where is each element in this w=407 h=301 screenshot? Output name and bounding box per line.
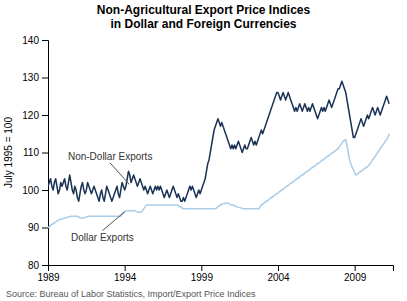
y-axis-line: [42, 41, 49, 266]
annotations: Non-Dollar Exports Dollar Exports: [68, 151, 152, 243]
source-note: Source: Bureau of Labor Statistics, Impo…: [6, 289, 256, 299]
y-tick-mark: [42, 190, 48, 191]
x-tick-mark: [201, 265, 202, 271]
y-tick: 120: [22, 110, 48, 121]
y-tick-mark: [42, 78, 48, 79]
y-tick-mark: [42, 265, 48, 266]
lines: [48, 81, 389, 227]
x-tick-mark: [278, 265, 279, 271]
y-tick-label: 110: [23, 147, 39, 158]
annotation-text: Non-Dollar Exports: [68, 151, 152, 162]
x-tick: 2009: [344, 265, 367, 283]
y-tick-mark: [42, 153, 48, 154]
y-axis: 80 90 100 110 120 130 140: [22, 35, 48, 271]
y-tick: 80: [28, 260, 48, 271]
subtitle: in Dollar and Foreign Currencies: [110, 17, 296, 31]
y-tick-mark: [42, 40, 48, 41]
x-tick-label: 1994: [114, 272, 137, 283]
y-tick: 140: [22, 35, 48, 46]
y-tick-label: 100: [22, 185, 39, 196]
x-tick-mark: [125, 265, 126, 271]
x-tick: 1994: [114, 265, 137, 283]
x-tick: 2004: [267, 265, 290, 283]
series-line: [48, 134, 389, 228]
y-tick: 90: [28, 222, 48, 233]
chart-container: 1989 1994 1999 2004 2009 80 90 100 110 120 130 140 N…: [0, 0, 407, 301]
x-tick-label: 1999: [191, 272, 214, 283]
x-tick-label: 1989: [37, 272, 60, 283]
x-tick-label: 2009: [344, 272, 367, 283]
y-tick-label: 140: [22, 35, 39, 46]
y-tick-label: 80: [28, 260, 40, 271]
y-tick: 100: [22, 185, 48, 196]
x-tick: 1999: [191, 265, 214, 283]
x-axis-line: [49, 266, 394, 272]
y-tick-label: 90: [28, 222, 40, 233]
x-tick-mark: [355, 265, 356, 271]
x-tick-label: 2004: [267, 272, 290, 283]
x-tick: 1989: [37, 265, 60, 283]
y-tick: 130: [22, 72, 48, 83]
annotation-line: [102, 212, 124, 231]
y-tick-label: 130: [22, 72, 39, 83]
series-line: [48, 81, 389, 201]
x-axis: 1989 1994 1999 2004 2009: [37, 265, 393, 283]
y-axis-label: July 1995 = 100: [3, 117, 14, 188]
chart-svg: 1989 1994 1999 2004 2009 80 90 100 110 120 130 140 N…: [0, 0, 407, 301]
y-tick-mark: [42, 228, 48, 229]
annotation-text: Dollar Exports: [71, 232, 134, 243]
y-tick-label: 120: [22, 110, 39, 121]
annotation-line: [110, 163, 129, 184]
y-tick: 110: [23, 147, 48, 158]
y-tick-mark: [42, 115, 48, 116]
title: Non-Agricultural Export Price Indices: [97, 3, 311, 17]
